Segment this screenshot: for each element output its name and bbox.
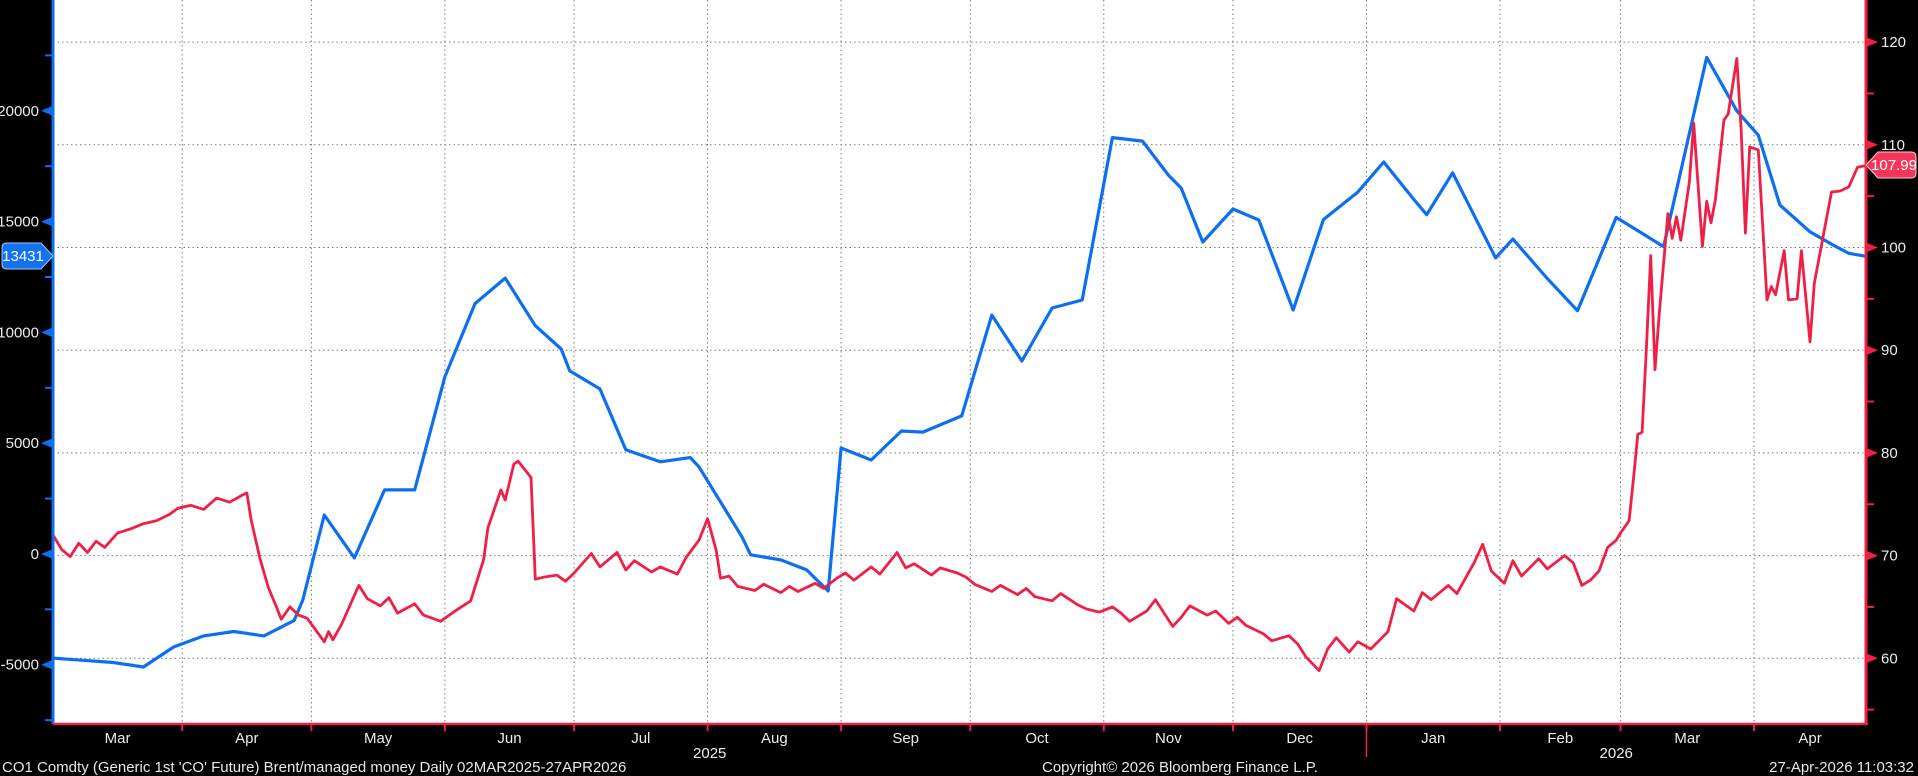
right-badge-value: 107.99: [1871, 157, 1917, 174]
right-axis-tick-label: 100: [1881, 239, 1906, 256]
right-axis-tick-label: 90: [1881, 342, 1898, 359]
managed-money-net-position-line: [51, 55, 1868, 669]
left-axis-tick-label: 10000: [0, 324, 39, 341]
vertical-gridlines: [181, 0, 1755, 724]
left-major-tick: [41, 216, 53, 227]
right-badge-shape: [1865, 151, 1917, 179]
right-axis-labels: 120 110 100 90 80 70 60: [1881, 34, 1906, 667]
right-axis-tick-label: 120: [1881, 34, 1906, 51]
x-axis-ticks: [181, 724, 1756, 757]
brent-price-series: [51, 57, 1868, 672]
month-label: Oct: [1025, 730, 1049, 747]
right-major-tick: [1866, 447, 1878, 458]
right-axis-tick-label: 70: [1881, 548, 1898, 565]
left-major-tick: [41, 105, 53, 116]
copyright-notice: Copyright© 2026 Bloomberg Finance L.P.: [1042, 759, 1318, 776]
month-label: Jan: [1421, 730, 1445, 747]
chart-description: CO1 Comdty (Generic 1st 'CO' Future) Bre…: [2, 759, 627, 776]
month-label: Mar: [1674, 730, 1700, 747]
last-value-badge-left: 13431: [1, 242, 54, 270]
right-major-tick: [1866, 139, 1878, 150]
right-major-tick: [1866, 345, 1878, 356]
left-axis-tick-label: 15000: [0, 214, 39, 231]
left-axis-tick-label: 0: [31, 546, 39, 563]
left-major-tick: [41, 659, 53, 670]
right-axis-tick-label: 110: [1881, 137, 1905, 154]
left-axis-tick-label: 5000: [6, 435, 39, 452]
left-major-tick: [41, 438, 53, 449]
last-value-badge-right: 107.99: [1865, 151, 1917, 179]
month-label: Apr: [235, 730, 258, 747]
month-label: Aug: [761, 730, 788, 747]
year-label: 2026: [1600, 745, 1633, 762]
left-major-tick: [41, 327, 53, 338]
right-axis-tick-label: 60: [1881, 650, 1898, 667]
brent-1st-future-price-line: [51, 57, 1868, 672]
left-badge-shape: [1, 242, 54, 270]
left-axis-tick-label: 20000: [0, 103, 39, 120]
right-major-tick: [1866, 37, 1878, 48]
month-label: Jul: [631, 730, 650, 747]
month-label: Nov: [1155, 730, 1182, 747]
left-axis-labels: 20000 15000 10000 5000 0 -5000: [0, 103, 39, 674]
right-axis-ticks: [1866, 37, 1878, 711]
left-major-tick: [41, 548, 53, 559]
year-label: 2025: [693, 745, 726, 762]
right-major-tick: [1866, 242, 1878, 253]
month-label: Mar: [105, 730, 131, 747]
right-major-tick: [1866, 653, 1878, 664]
left-badge-value: 13431: [2, 248, 44, 265]
right-major-tick: [1866, 550, 1878, 561]
plot-area: [53, 0, 1866, 724]
left-axis-ticks: [41, 54, 53, 722]
month-label: Apr: [1798, 730, 1821, 747]
x-axis-year-labels: 2025 2026: [693, 745, 1633, 762]
month-label: Sep: [892, 730, 919, 747]
timestamp: 27-Apr-2026 11:03:32: [1769, 759, 1914, 776]
month-label: May: [364, 730, 393, 747]
month-label: Feb: [1547, 730, 1573, 747]
x-axis-month-labels: Mar Apr May Jun Jul Aug Sep Oct Nov Dec Jan Feb Mar A…: [105, 730, 1822, 747]
managed-money-series: [51, 55, 1868, 669]
month-label: Jun: [497, 730, 521, 747]
left-axis-tick-label: -5000: [1, 657, 39, 674]
right-axis-tick-label: 80: [1881, 445, 1898, 462]
month-label: Dec: [1286, 730, 1313, 747]
